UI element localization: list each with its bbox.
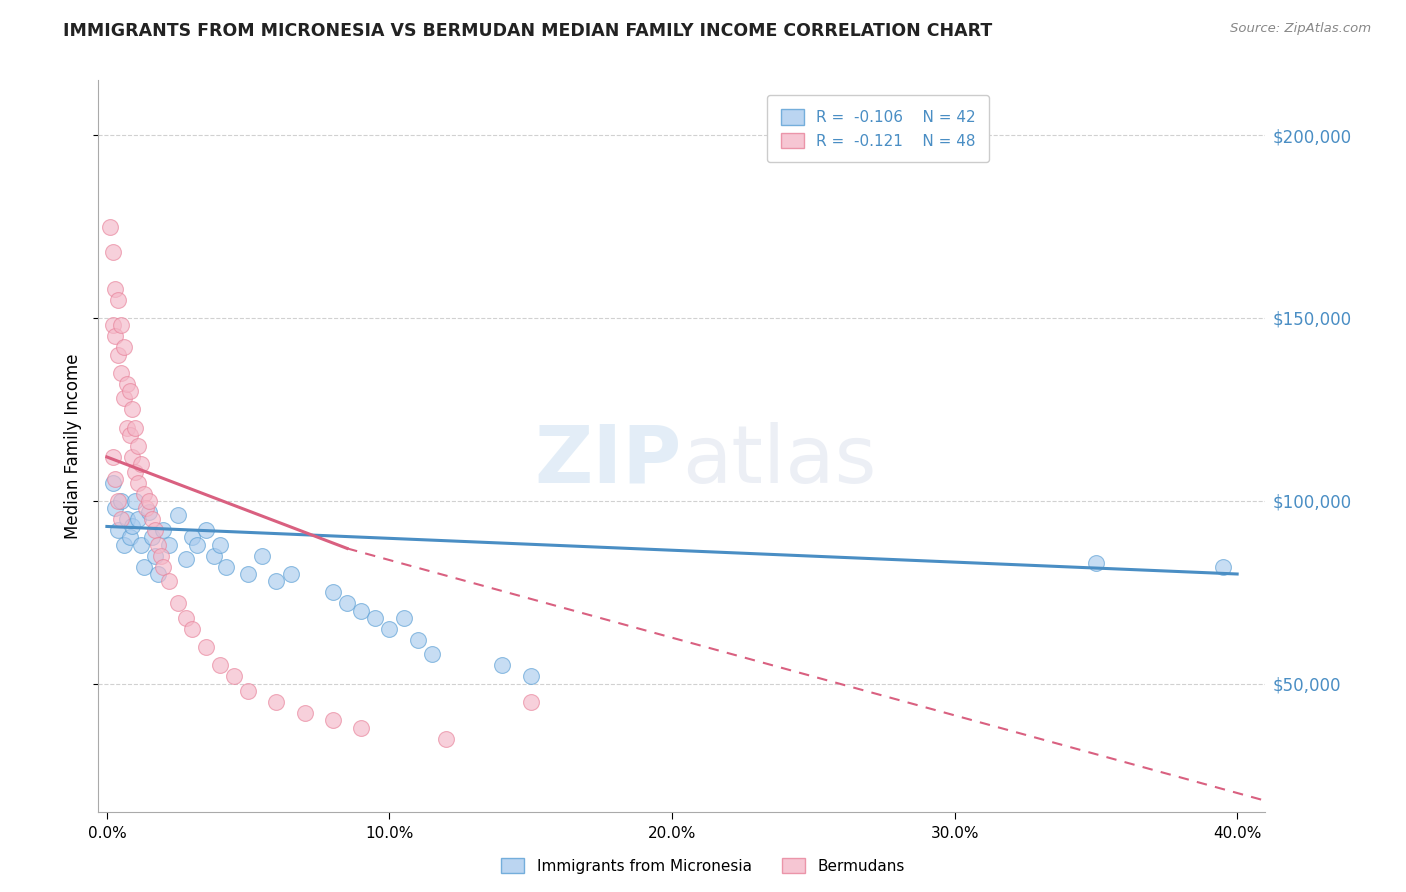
- Point: [110, 366, 132, 380]
- Point: [194, 523, 217, 537]
- Point: [141, 530, 163, 544]
- Point: [186, 538, 208, 552]
- Point: [101, 318, 124, 333]
- Point: [121, 519, 143, 533]
- Point: [107, 523, 129, 537]
- Point: [322, 585, 344, 599]
- Point: [406, 632, 429, 647]
- Point: [138, 505, 160, 519]
- Point: [1212, 559, 1234, 574]
- Point: [143, 549, 166, 563]
- Point: [266, 695, 288, 709]
- Point: [104, 329, 127, 343]
- Point: [104, 501, 127, 516]
- Point: [434, 731, 457, 746]
- Point: [104, 472, 127, 486]
- Text: Source: ZipAtlas.com: Source: ZipAtlas.com: [1230, 22, 1371, 36]
- Point: [101, 475, 124, 490]
- Point: [214, 559, 236, 574]
- Point: [208, 658, 231, 673]
- Point: [180, 530, 202, 544]
- Point: [118, 530, 141, 544]
- Point: [98, 219, 121, 234]
- Point: [166, 508, 188, 523]
- Point: [127, 475, 149, 490]
- Point: [146, 538, 169, 552]
- Point: [107, 493, 129, 508]
- Point: [180, 622, 202, 636]
- Point: [146, 567, 169, 582]
- Point: [491, 658, 513, 673]
- Point: [132, 486, 155, 500]
- Point: [104, 282, 127, 296]
- Point: [121, 450, 143, 464]
- Point: [132, 559, 155, 574]
- Point: [101, 450, 124, 464]
- Point: [152, 559, 174, 574]
- Point: [101, 245, 124, 260]
- Point: [115, 512, 138, 526]
- Point: [157, 574, 180, 589]
- Point: [124, 465, 146, 479]
- Point: [107, 293, 129, 307]
- Legend: Immigrants from Micronesia, Bermudans: Immigrants from Micronesia, Bermudans: [495, 852, 911, 880]
- Point: [174, 611, 197, 625]
- Y-axis label: Median Family Income: Median Family Income: [65, 353, 83, 539]
- Point: [519, 695, 541, 709]
- Point: [1084, 556, 1107, 570]
- Point: [294, 706, 316, 720]
- Point: [420, 648, 443, 662]
- Point: [194, 640, 217, 655]
- Point: [322, 714, 344, 728]
- Point: [152, 523, 174, 537]
- Point: [135, 501, 157, 516]
- Point: [238, 684, 260, 698]
- Point: [124, 420, 146, 434]
- Text: atlas: atlas: [682, 422, 876, 500]
- Point: [519, 669, 541, 683]
- Text: ZIP: ZIP: [534, 422, 682, 500]
- Point: [280, 567, 302, 582]
- Point: [149, 549, 172, 563]
- Legend: R =  -0.106    N = 42, R =  -0.121    N = 48: R = -0.106 N = 42, R = -0.121 N = 48: [768, 95, 990, 162]
- Point: [202, 549, 225, 563]
- Point: [112, 340, 135, 354]
- Point: [336, 596, 359, 610]
- Point: [364, 611, 387, 625]
- Point: [350, 721, 373, 735]
- Point: [112, 538, 135, 552]
- Point: [107, 348, 129, 362]
- Point: [208, 538, 231, 552]
- Text: IMMIGRANTS FROM MICRONESIA VS BERMUDAN MEDIAN FAMILY INCOME CORRELATION CHART: IMMIGRANTS FROM MICRONESIA VS BERMUDAN M…: [63, 22, 993, 40]
- Point: [143, 523, 166, 537]
- Point: [266, 574, 288, 589]
- Point: [118, 384, 141, 398]
- Point: [127, 512, 149, 526]
- Point: [392, 611, 415, 625]
- Point: [252, 549, 274, 563]
- Point: [138, 493, 160, 508]
- Point: [110, 318, 132, 333]
- Point: [378, 622, 401, 636]
- Point: [157, 538, 180, 552]
- Point: [112, 392, 135, 406]
- Point: [166, 596, 188, 610]
- Point: [141, 512, 163, 526]
- Point: [350, 603, 373, 617]
- Point: [124, 493, 146, 508]
- Point: [118, 428, 141, 442]
- Point: [115, 376, 138, 391]
- Point: [110, 512, 132, 526]
- Point: [115, 420, 138, 434]
- Point: [110, 493, 132, 508]
- Point: [222, 669, 245, 683]
- Point: [129, 538, 152, 552]
- Point: [174, 552, 197, 566]
- Point: [121, 402, 143, 417]
- Point: [127, 439, 149, 453]
- Point: [129, 457, 152, 471]
- Point: [238, 567, 260, 582]
